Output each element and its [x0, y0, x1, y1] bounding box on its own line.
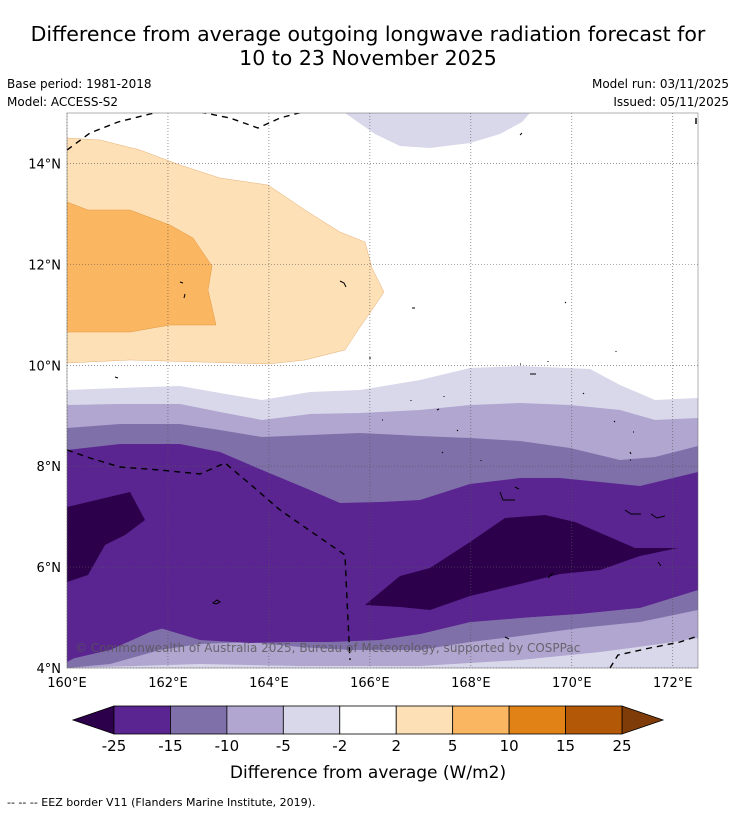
colorbar-tick-label: 10 — [500, 737, 519, 755]
lat-tick-label: 10°N — [28, 359, 61, 374]
meta-left: Base period: 1981-2018 Model: ACCESS-S2 — [7, 75, 152, 111]
colorbar-bin — [565, 705, 623, 735]
eez-border-southeast — [609, 635, 698, 668]
colorbar-tick-label: -5 — [276, 737, 291, 755]
islands — [114, 132, 666, 640]
island — [114, 376, 459, 432]
contour-pos-5-to-10 — [67, 201, 217, 333]
contour-layer — [67, 113, 698, 668]
lon-tick-label: 168°E — [451, 676, 491, 691]
title-line-2: 10 to 23 November 2025 — [239, 46, 497, 70]
copyright-text: © Commonwealth of Australia 2025, Bureau… — [75, 641, 580, 655]
island — [499, 486, 666, 519]
lon-tick-label: 164°E — [249, 676, 289, 691]
contour-neg-5-to-10-south — [67, 610, 698, 668]
colorbar-tick-label: 5 — [448, 737, 458, 755]
eez-border-west — [67, 449, 351, 661]
colorbar-tick-label: -10 — [215, 737, 240, 755]
colorbar-tick-label: 25 — [612, 737, 631, 755]
island — [519, 132, 523, 136]
lat-tick-label: 12°N — [28, 258, 61, 273]
colorbar-bin — [339, 705, 397, 735]
colorbar-over-triangle — [621, 705, 665, 735]
colorbar-label: Difference from average (W/m2) — [230, 763, 506, 783]
colorbar-under-triangle — [71, 705, 115, 735]
map-title: Difference from average outgoing longwav… — [0, 22, 736, 70]
island — [179, 280, 347, 299]
base-period: Base period: 1981-2018 — [7, 77, 152, 91]
contour-neg-2-to-5-south — [67, 638, 698, 668]
island — [211, 561, 662, 640]
lon-tick-label: 166°E — [350, 676, 390, 691]
colorbar-bin — [282, 705, 341, 735]
meta-right: Model run: 03/11/2025 Issued: 05/11/2025 — [592, 75, 729, 111]
eez-border — [67, 113, 698, 668]
contour-neg-15-to-25-core — [67, 520, 698, 662]
lat-tick-label: 14°N — [28, 157, 61, 172]
contour-below-25-west — [67, 492, 145, 582]
colorbar-bin — [170, 705, 228, 735]
longitude-labels: 160°E 162°E 164°E 166°E 168°E 170°E 172°E — [47, 676, 692, 691]
colorbar-bin — [226, 705, 284, 735]
colorbar-bin — [395, 705, 454, 735]
island — [369, 301, 617, 359]
lon-tick-label: 170°E — [552, 676, 592, 691]
latitude-labels: 4°N 6°N 8°N 10°N 12°N 14°N — [28, 157, 61, 677]
island — [520, 361, 634, 433]
contour-neg-2-to-5-north — [345, 113, 530, 148]
contour-below-25-east — [365, 515, 678, 610]
colorbar-tick-label: 2 — [391, 737, 401, 755]
eez-footnote: -- -- -- EEZ border V11 (Flanders Marine… — [7, 796, 316, 809]
colorbar-tick-label: -25 — [102, 737, 127, 755]
colorbar-bin — [508, 705, 566, 735]
model-name: Model: ACCESS-S2 — [7, 95, 119, 109]
colorbar-tick-label: -15 — [158, 737, 183, 755]
island — [382, 419, 632, 461]
issued-date: Issued: 05/11/2025 — [613, 95, 729, 109]
lon-tick-label: 172°E — [653, 676, 693, 691]
lat-tick-label: 4°N — [37, 662, 62, 677]
plot-frame — [66, 112, 699, 669]
colorbar: -25 -15 -10 -5 -2 2 5 10 15 25 — [71, 705, 665, 755]
lat-tick-label: 8°N — [37, 460, 62, 475]
lat-tick-label: 6°N — [37, 561, 62, 576]
eez-border-north — [67, 113, 302, 151]
model-run: Model run: 03/11/2025 — [591, 77, 729, 91]
lon-tick-label: 160°E — [47, 676, 87, 691]
colorbar-bin — [113, 705, 171, 735]
colorbar-tick-label: 15 — [556, 737, 575, 755]
colorbar-bin — [452, 705, 510, 735]
colorbar-tick-label: -2 — [332, 737, 347, 755]
lon-tick-label: 162°E — [148, 676, 188, 691]
title-line-1: Difference from average outgoing longwav… — [30, 22, 706, 46]
